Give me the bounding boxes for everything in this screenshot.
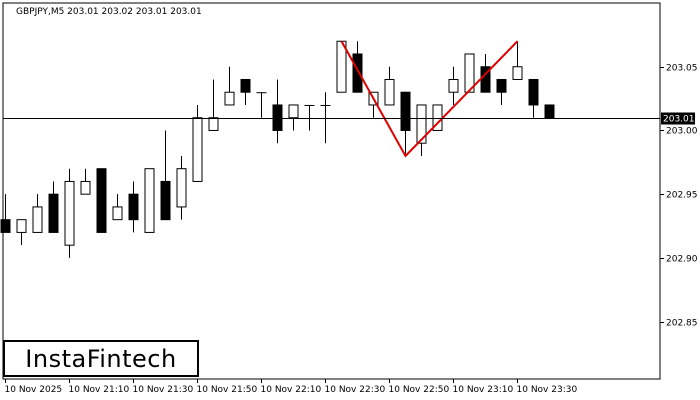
candle-body [208,117,219,131]
y-tick-label: 202.90 [666,255,698,265]
y-tick-label: 203.05 [666,64,698,74]
candle-body [512,66,523,80]
candle-body [144,168,155,233]
x-tick-label: 10 Nov 21:50 [197,385,258,395]
candle-body [0,219,11,233]
instafintech-logo: InstaFintech [3,340,199,377]
candle-body [112,206,123,221]
candle-body [288,104,299,119]
y-tick-label: 202.85 [666,319,698,329]
price-tag-label: 203.01 [663,115,695,125]
candle-body [64,180,75,246]
pattern-line [340,40,519,158]
chart-title: GBPJPY,M5 203.01 203.02 203.01 203.01 [16,7,202,17]
candle-body [192,117,203,182]
x-tick-label: 10 Nov 23:10 [453,385,514,395]
current-price-layer: 203.01 [3,112,695,125]
candle-body [160,180,171,221]
candle-body [352,53,363,93]
candle-body [544,104,555,119]
plot-frame [2,2,661,380]
x-tick-label: 10 Nov 22:30 [325,385,386,395]
x-tick-label: 10 Nov 2025 [5,385,63,395]
candle-body [464,53,475,93]
x-tick-label: 10 Nov 21:10 [69,385,130,395]
candle-body [416,104,427,144]
candle-body [128,193,139,221]
pattern-layer [340,40,519,158]
axis-layer: 203.05 203.00 202.95 202.90 202.85 10 Nov 202… [2,2,698,395]
x-tick-label: 10 Nov 21:30 [133,385,194,395]
candle-body [400,91,411,131]
x-tick-label: 10 Nov 22:50 [389,385,450,395]
candle-body [272,104,283,131]
candle-body [384,78,395,106]
candle-body [224,91,235,106]
candle-body [96,168,107,233]
candle-body [16,219,27,233]
candle-body [448,78,459,93]
candle-body [496,78,507,93]
y-tick-label: 202.95 [666,191,698,201]
candle-body [32,206,43,233]
candle-body [240,78,251,93]
candle-body [48,193,59,233]
candle-body [528,78,539,106]
candle-body [80,180,91,195]
y-tick-label: 203.00 [666,127,698,137]
price-tag-box [661,112,695,125]
x-tick-label: 10 Nov 23:30 [517,385,578,395]
candle-body [176,168,187,208]
candles-layer [0,40,555,258]
logo-text: InstaFintech [25,344,177,373]
x-tick-label: 10 Nov 22:10 [261,385,322,395]
